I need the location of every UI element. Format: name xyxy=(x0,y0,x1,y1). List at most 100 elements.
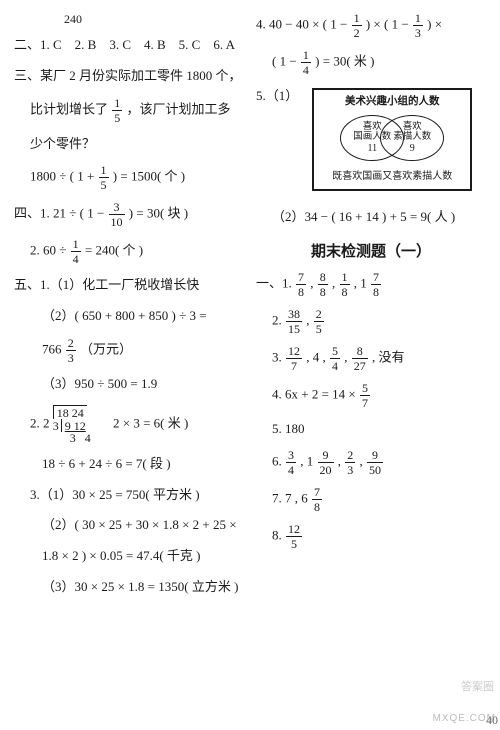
f-7-8a: 78 xyxy=(296,271,306,298)
f-1-8: 18 xyxy=(340,271,350,298)
ldiv-sub: 9 12 xyxy=(61,419,89,432)
final-exam-title: 期末检测题（一） xyxy=(256,240,486,261)
f-2-5: 25 xyxy=(314,308,324,335)
r-q5-label: 5.（1） xyxy=(256,86,298,107)
c1: , xyxy=(310,275,317,290)
f-12-7: 127 xyxy=(286,345,302,372)
q5-3-2: （2）( 30 × 25 + 30 × 1.8 × 2 + 25 × xyxy=(14,515,244,536)
s1-3d: , 没有 xyxy=(372,349,405,364)
left-column: 240 二、1. C 2. B 3. C 4. B 5. C 6. A 三、某厂… xyxy=(8,12,250,722)
frac-1-4: 14 xyxy=(71,238,81,265)
watermark-logo: 答案圈 xyxy=(461,678,494,694)
f-5-4: 54 xyxy=(330,345,340,372)
f-7-8b: 78 xyxy=(371,271,381,298)
q4-1a: 四、1. 21 ÷ ( 1 − xyxy=(14,206,108,221)
q4-1: 四、1. 21 ÷ ( 1 − 310 ) = 30( 块 ) xyxy=(14,201,244,228)
r-q5-row: 5.（1） 美术兴趣小组的人数 喜欢 国画人数 11 喜欢 素描人数 9 既喜欢… xyxy=(256,86,486,197)
venn-right-circle: 喜欢 素描人数 9 xyxy=(380,115,444,161)
q4-2a: 2. 60 ÷ xyxy=(30,243,70,258)
c6: , xyxy=(338,454,345,469)
q5-1-4: （3）950 ÷ 500 = 1.9 xyxy=(14,374,244,395)
r-q4-l1c: ) × xyxy=(427,16,442,31)
f-9-20: 920 xyxy=(318,449,334,476)
frac-half: 12 xyxy=(352,12,362,39)
mixed-int: 1 xyxy=(360,275,367,290)
ldiv-prefix: 2. 2 xyxy=(30,415,50,430)
f-12-5: 125 xyxy=(286,523,302,550)
q3-line2: 比计划增长了 15 ，该厂计划加工多 xyxy=(14,97,244,124)
venn-circles: 喜欢 国画人数 11 喜欢 素描人数 9 xyxy=(322,113,462,167)
frac-1-5: 15 xyxy=(112,97,122,124)
venn-right-l2: 素描人数 xyxy=(393,132,431,142)
f-9-50: 950 xyxy=(367,449,383,476)
s1-8a: 8. xyxy=(272,528,285,543)
s1-2a: 2. xyxy=(272,312,285,327)
s1-5: 5. 180 xyxy=(256,419,486,440)
s1-4a: 4. 6x + 2 = 14 × xyxy=(272,386,359,401)
venn-left-num: 11 xyxy=(367,143,377,154)
f-7-8c: 78 xyxy=(312,486,322,513)
q3-line1: 三、某厂 2 月份实际加工零件 1800 个， xyxy=(14,66,244,87)
f-8-8: 88 xyxy=(318,271,328,298)
venn-title: 美术兴趣小组的人数 xyxy=(318,94,466,111)
s1-6: 6. 34 , 1 920 , 23 , 950 xyxy=(256,449,486,476)
s1-1a: 一、1. xyxy=(256,275,295,290)
q5-1-1: 五、1.（1）化工一厂税收增长快 xyxy=(14,275,244,296)
frac-quarter: 14 xyxy=(301,49,311,76)
q5-2b: 2 × 3 = 6( 米 ) xyxy=(100,415,188,430)
frac-2-3: 23 xyxy=(66,337,76,364)
ldiv-dividend: 18 24 xyxy=(53,405,87,419)
s1-3c: , xyxy=(344,349,351,364)
s1-3: 3. 127 , 4 , 54 , 827 , 没有 xyxy=(256,345,486,372)
r-q4-l2a: ( 1 − xyxy=(272,53,300,68)
q3-eq-b: ) = 1500( 个 ) xyxy=(113,169,185,184)
f-5-7: 57 xyxy=(360,382,370,409)
q5-1-3a: 766 xyxy=(42,341,65,356)
r-q4-l2b: ) = 30( 米 ) xyxy=(315,53,374,68)
q5-3-3: （3）30 × 25 × 1.8 = 1350( 立方米 ) xyxy=(14,577,244,598)
s1-3a: 3. xyxy=(272,349,285,364)
venn-left-l1: 喜欢 xyxy=(363,122,382,132)
r-q4-l1a: 4. 40 − 40 × ( 1 − xyxy=(256,16,351,31)
q5-1-3b: （万元） xyxy=(80,341,132,356)
ldiv-divisor: 3 xyxy=(53,419,61,432)
c7: , xyxy=(360,454,367,469)
q5-2: 2. 2 18 24 3 9 12 3 4 2 × 3 = 6( 米 ) xyxy=(14,405,244,444)
f-3-4: 34 xyxy=(286,449,296,476)
q5-1-2: （2）( 650 + 800 + 850 ) ÷ 3 = xyxy=(14,306,244,327)
q5-3-2b: 1.8 × 2 ) × 0.05 = 47.4( 千克 ) xyxy=(14,546,244,567)
s1-1: 一、1. 78 , 88 , 18 , 1 78 xyxy=(256,271,486,298)
venn-diagram: 美术兴趣小组的人数 喜欢 国画人数 11 喜欢 素描人数 9 既喜欢国画又喜欢素… xyxy=(312,88,472,191)
f-2-3b: 23 xyxy=(345,449,355,476)
q4-2b: = 240( 个 ) xyxy=(85,243,143,258)
s1-7: 7. 7 , 6 78 xyxy=(256,486,486,513)
venn-right-num: 9 xyxy=(410,143,415,154)
c2: , xyxy=(332,275,339,290)
q4-1b: ) = 30( 块 ) xyxy=(129,206,188,221)
frac-third: 13 xyxy=(413,12,423,39)
q3-eq-a: 1800 ÷ ( 1 + xyxy=(30,169,98,184)
ldiv-rem: 3 4 xyxy=(67,432,97,444)
s1-4: 4. 6x + 2 = 14 × 57 xyxy=(256,382,486,409)
q4-2: 2. 60 ÷ 14 = 240( 个 ) xyxy=(14,238,244,265)
page-root: 240 二、1. C 2. B 3. C 4. B 5. C 6. A 三、某厂… xyxy=(0,0,500,730)
r-q4-l1: 4. 40 − 40 × ( 1 − 12 ) × ( 1 − 13 ) × xyxy=(256,12,486,39)
section-2-answers: 二、1. C 2. B 3. C 4. B 5. C 6. A xyxy=(14,35,244,56)
q3-l2b: ，该厂计划加工多 xyxy=(127,101,231,116)
long-division: 18 24 3 9 12 3 4 xyxy=(53,405,97,444)
c4: , xyxy=(306,312,313,327)
q3-eq: 1800 ÷ ( 1 + 15 ) = 1500( 个 ) xyxy=(14,164,244,191)
right-column: 4. 40 − 40 × ( 1 − 12 ) × ( 1 − 13 ) × (… xyxy=(250,12,492,722)
q3-line3: 少个零件？ xyxy=(14,134,244,155)
r-q4-l2: ( 1 − 14 ) = 30( 米 ) xyxy=(256,49,486,76)
frac-1-5b: 15 xyxy=(99,164,109,191)
s1-3b: , 4 , xyxy=(306,349,329,364)
page-corner: 40 xyxy=(486,713,498,728)
r-q4-l1b: ) × ( 1 − xyxy=(366,16,412,31)
s1-6a: 6. xyxy=(272,454,285,469)
q3-l2a: 比计划增长了 xyxy=(30,101,108,116)
mixed-int2: 1 xyxy=(307,454,314,469)
venn-right-l1: 喜欢 xyxy=(403,122,422,132)
q5-2c: 18 ÷ 6 + 24 ÷ 6 = 7( 段 ) xyxy=(14,454,244,475)
s1-7a: 7. 7 , 6 xyxy=(272,491,308,506)
